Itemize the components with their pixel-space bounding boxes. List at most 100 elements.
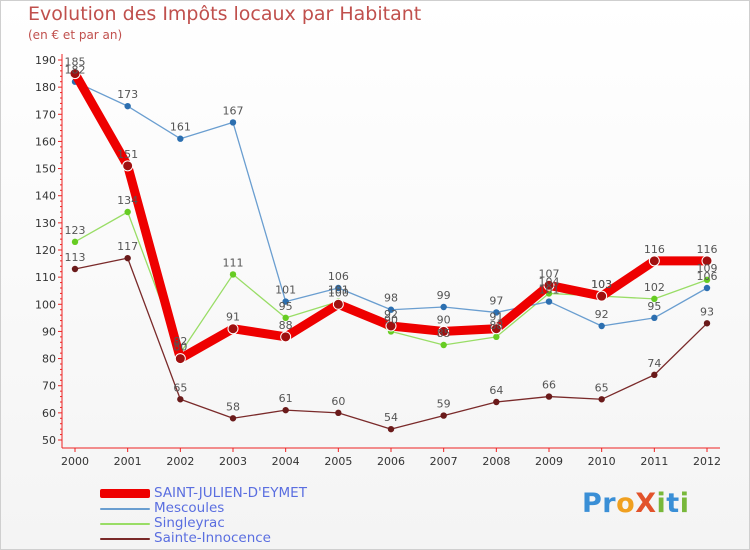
data-point	[385, 320, 397, 332]
x-tick-label: 2007	[430, 455, 458, 468]
data-label: 99	[437, 289, 451, 302]
data-point	[229, 119, 237, 126]
data-label: 109	[697, 262, 718, 275]
logo-letter: t	[666, 488, 680, 519]
x-tick-label: 2011	[640, 455, 668, 468]
data-point	[280, 331, 292, 343]
data-point	[701, 255, 713, 267]
data-point	[651, 371, 658, 379]
data-point	[703, 276, 711, 284]
data-point	[124, 102, 131, 110]
data-label: 91	[226, 311, 240, 324]
data-point	[545, 393, 553, 400]
data-label: 101	[275, 284, 296, 297]
legend-swatch-sainte-innocence	[100, 537, 150, 540]
data-label: 90	[384, 313, 398, 326]
data-label: 101	[539, 284, 560, 297]
logo-letter: X	[635, 488, 657, 519]
logo-letter: i	[679, 488, 690, 519]
data-label: 117	[117, 240, 138, 253]
x-tick-label: 2000	[61, 455, 89, 468]
data-label: 111	[223, 256, 244, 269]
data-label: 100	[328, 286, 349, 299]
data-label: 101	[328, 284, 349, 297]
data-point	[124, 208, 131, 216]
data-point	[598, 322, 605, 330]
y-tick-label: 140	[35, 190, 56, 203]
data-point	[335, 284, 342, 292]
legend-swatch-saint-julien	[100, 489, 150, 498]
data-point	[387, 306, 395, 313]
data-label: 88	[279, 319, 293, 332]
data-label: 161	[170, 121, 191, 134]
data-point	[387, 425, 395, 433]
data-label: 85	[437, 327, 451, 340]
y-tick-label: 120	[35, 244, 56, 257]
data-point	[440, 341, 447, 349]
data-label: 95	[647, 300, 661, 313]
data-point	[69, 68, 81, 80]
data-point	[122, 160, 134, 172]
chart-title: Evolution des Impôts locaux par Habitant	[28, 3, 422, 25]
legend-item-saint-julien: SAINT-JULIEN-D'EYMET	[100, 486, 307, 501]
legend-item-sainte-innocence: Sainte-Innocence	[100, 531, 307, 546]
legend-label-singleyrac: Singleyrac	[154, 515, 225, 531]
data-point	[124, 254, 131, 262]
y-tick-label: 50	[42, 434, 56, 447]
x-tick-label: 2001	[114, 455, 142, 468]
proxiti-logo: ProXiti	[582, 488, 689, 519]
data-point	[545, 298, 553, 305]
y-tick-label: 190	[35, 54, 56, 67]
data-label: 58	[226, 400, 240, 413]
x-tick-label: 2012	[693, 455, 721, 468]
data-label: 116	[644, 243, 665, 256]
data-label: 65	[595, 381, 609, 394]
legend-label-mescoules: Mescoules	[154, 500, 225, 516]
y-tick-label: 70	[42, 380, 56, 393]
data-label: 104	[539, 275, 560, 288]
logo-letter: r	[602, 488, 617, 519]
y-tick-label: 100	[35, 298, 56, 311]
data-label: 74	[647, 357, 661, 370]
y-tick-label: 80	[42, 353, 56, 366]
data-label: 113	[65, 251, 86, 264]
data-point	[227, 323, 239, 335]
data-point	[332, 298, 344, 310]
data-label: 103	[591, 278, 612, 291]
data-label: 185	[65, 56, 86, 69]
data-label: 173	[117, 88, 138, 101]
legend-swatch-mescoules	[100, 507, 150, 510]
data-point	[651, 314, 658, 322]
data-point	[177, 135, 184, 142]
chart-subtitle: (en € et par an)	[28, 28, 123, 42]
data-point	[596, 290, 608, 302]
data-point	[598, 396, 605, 403]
data-point	[282, 406, 289, 414]
logo-letter: i	[656, 488, 667, 519]
data-label: 98	[384, 292, 398, 305]
data-point	[490, 323, 502, 335]
data-label: 123	[65, 224, 86, 237]
data-point	[648, 255, 660, 267]
data-label: 92	[384, 308, 398, 321]
y-tick-label: 170	[35, 108, 56, 121]
legend-item-singleyrac: Singleyrac	[100, 516, 307, 531]
data-label: 97	[489, 294, 503, 307]
data-label: 64	[489, 384, 503, 397]
data-label: 66	[542, 379, 556, 392]
x-tick-label: 2009	[535, 455, 563, 468]
data-label: 60	[331, 395, 345, 408]
x-tick-label: 2010	[588, 455, 616, 468]
legend-swatch-singleyrac	[100, 522, 150, 525]
x-tick-label: 2003	[219, 455, 247, 468]
data-label: 93	[700, 305, 714, 318]
data-point	[71, 265, 79, 273]
x-tick-label: 2005	[324, 455, 352, 468]
y-tick-label: 60	[42, 407, 56, 420]
data-point	[493, 309, 500, 316]
data-label: 107	[539, 267, 560, 280]
x-tick-label: 2002	[166, 455, 194, 468]
x-tick-label: 2008	[482, 455, 510, 468]
data-point	[282, 314, 289, 322]
data-point	[703, 320, 711, 327]
